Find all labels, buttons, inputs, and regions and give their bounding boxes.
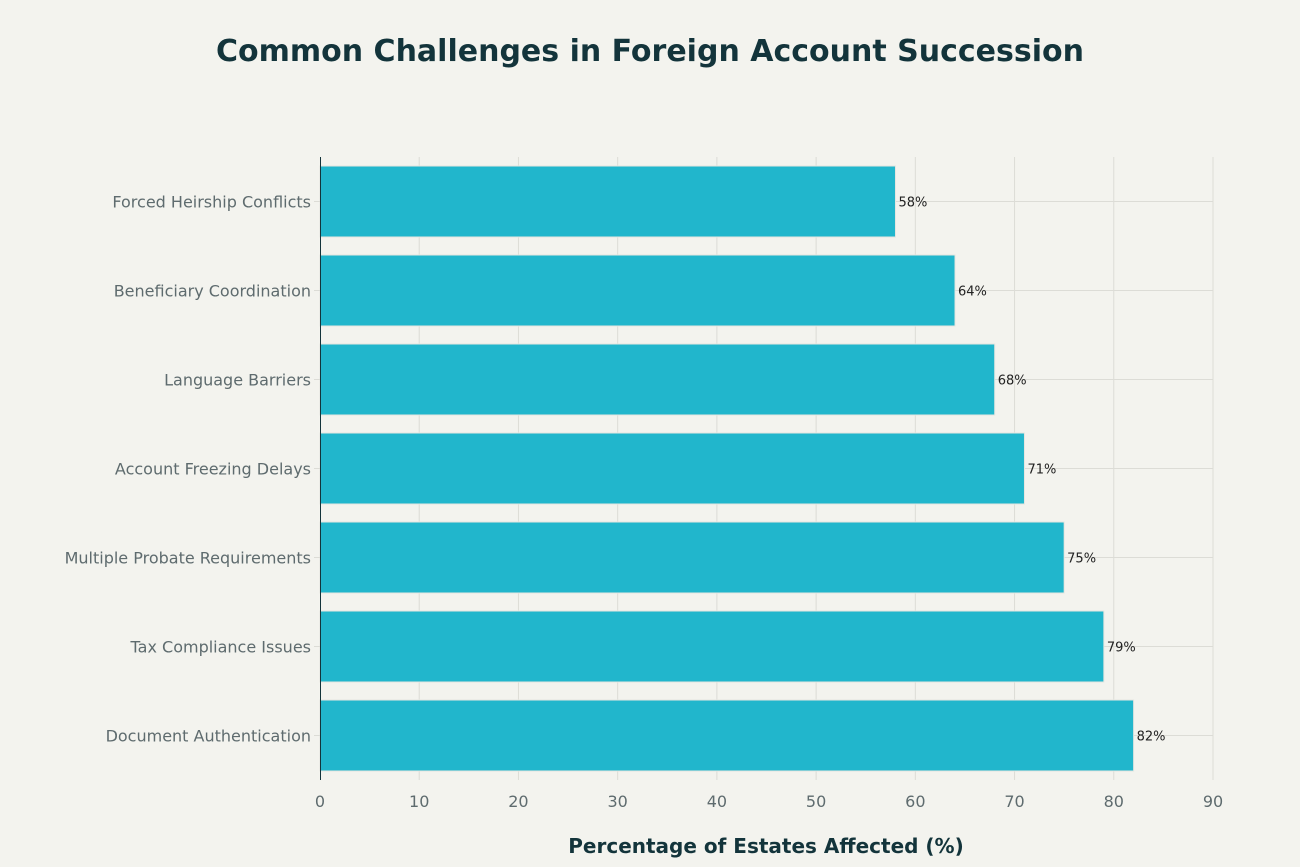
y-tick-label: Language Barriers <box>164 371 311 390</box>
bars: 58% 64% 68% 71% 75% 79% 82% <box>319 165 1166 772</box>
x-tick-label: 70 <box>1004 792 1024 811</box>
bar <box>319 165 896 238</box>
y-tick-label: Beneficiary Coordination <box>114 282 311 301</box>
x-tick-label: 50 <box>806 792 826 811</box>
x-axis-title: Percentage of Estates Affected (%) <box>568 834 964 858</box>
y-tick-label: Account Freezing Delays <box>115 460 311 479</box>
x-tick-label: 40 <box>707 792 727 811</box>
data-label: 71% <box>1027 463 1056 478</box>
data-label: 68% <box>998 374 1027 389</box>
bar <box>319 610 1105 683</box>
x-tick-label: 30 <box>607 792 627 811</box>
data-label: 58% <box>898 196 927 211</box>
x-axis-ticks: 0 10 20 30 40 50 60 70 80 90 <box>315 792 1223 811</box>
chart-title: Common Challenges in Foreign Account Suc… <box>216 34 1084 69</box>
x-tick-label: 60 <box>905 792 925 811</box>
data-label: 82% <box>1137 730 1166 745</box>
y-tick-label: Tax Compliance Issues <box>130 638 311 657</box>
x-tick-label: 90 <box>1203 792 1223 811</box>
data-label: 64% <box>958 285 987 300</box>
bar <box>319 432 1025 505</box>
bar <box>319 699 1135 772</box>
x-tick-label: 0 <box>315 792 325 811</box>
x-tick-label: 10 <box>409 792 429 811</box>
x-tick-label: 80 <box>1104 792 1124 811</box>
y-axis-labels: Forced Heirship Conflicts Beneficiary Coo… <box>65 193 320 746</box>
x-tick-label: 20 <box>508 792 528 811</box>
bar <box>319 521 1065 594</box>
y-tick-label: Document Authentication <box>106 727 311 746</box>
y-tick-label: Multiple Probate Requirements <box>65 549 311 568</box>
bar <box>319 343 996 416</box>
data-label: 79% <box>1107 641 1136 656</box>
y-tick-label: Forced Heirship Conflicts <box>112 193 311 212</box>
data-label: 75% <box>1067 552 1096 567</box>
bar <box>319 254 956 327</box>
